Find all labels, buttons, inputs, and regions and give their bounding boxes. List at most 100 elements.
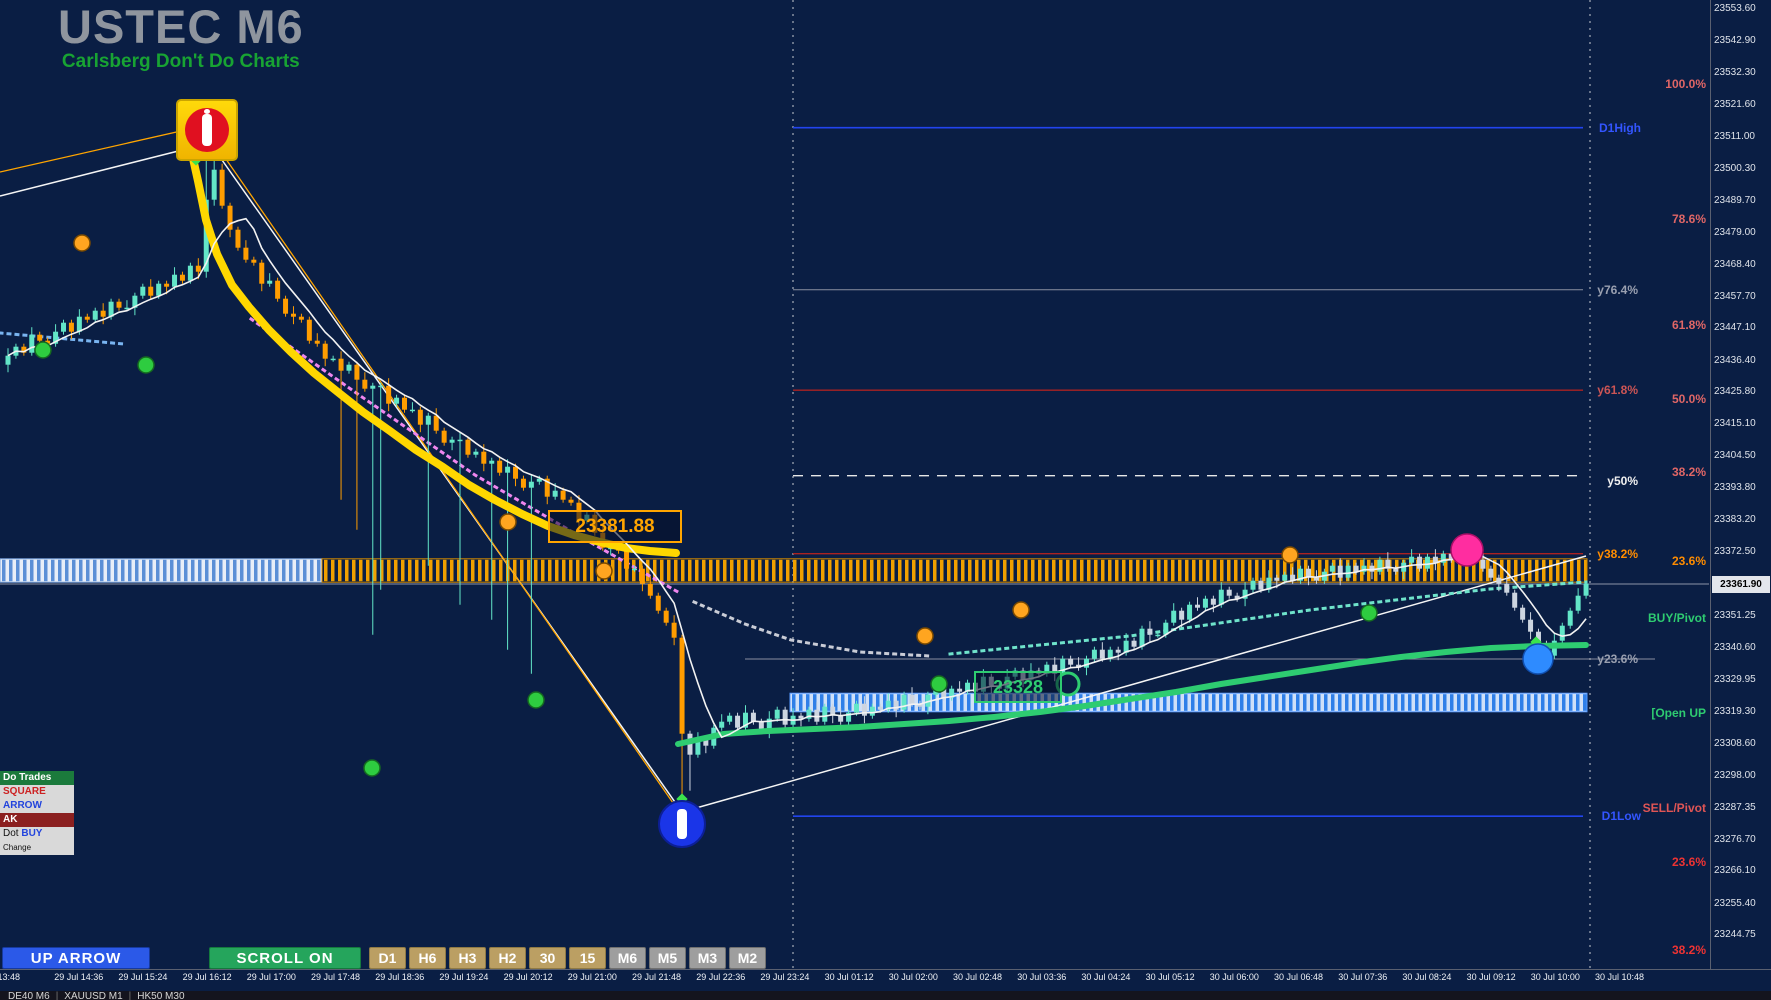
timeframe-button-30[interactable]: 30	[529, 947, 566, 969]
time-axis-label: 29 Jul 19:24	[439, 972, 489, 982]
timeframe-button-M2[interactable]: M2	[729, 947, 766, 969]
time-axis-label: 29 Jul 22:36	[696, 972, 746, 982]
green-dot-marker	[363, 759, 381, 777]
time-axis-border	[0, 969, 1771, 970]
price-tick: 23489.70	[1714, 194, 1756, 206]
price-axis-border	[1710, 0, 1711, 969]
fib-label: [Open UP	[1651, 706, 1706, 720]
price-tick: 23415.10	[1714, 418, 1756, 430]
tab-separator: |	[55, 991, 59, 1000]
time-axis-label: 29 Jul 21:48	[632, 972, 682, 982]
time-axis-label: 1 13:48	[0, 972, 21, 982]
symbol-tab-de40[interactable]: DE40 M6	[8, 991, 50, 1000]
price-tick: 23244.75	[1714, 929, 1756, 941]
orange-dot-marker	[916, 627, 934, 645]
price-tick: 23287.35	[1714, 801, 1756, 813]
symbol-tab-hk50[interactable]: HK50 M30	[137, 991, 185, 1000]
peak-marker-icon	[176, 99, 238, 161]
fib-label: y38.2%	[1597, 546, 1638, 561]
pink-signal-dot	[1450, 533, 1484, 567]
orange-dot-marker	[499, 513, 517, 531]
price-tick: 23351.25	[1714, 609, 1756, 621]
orange-dot-marker	[1012, 601, 1030, 619]
candlesticks	[5, 148, 1589, 812]
scroll-on-button[interactable]: SCROLL ON	[209, 947, 361, 969]
fib-label: y23.6%	[1597, 652, 1638, 666]
current-price-tag: 23361.90	[1712, 576, 1770, 593]
timeframe-button-H3[interactable]: H3	[449, 947, 486, 969]
time-axis-label: 30 Jul 02:48	[953, 972, 1003, 982]
time-axis-label: 29 Jul 23:24	[760, 972, 810, 982]
timeframe-button-M5[interactable]: M5	[649, 947, 686, 969]
time-axis-label: 29 Jul 20:12	[503, 972, 553, 982]
time-axis-label: 30 Jul 05:12	[1145, 972, 1195, 982]
time-axis-label: 29 Jul 16:12	[182, 972, 232, 982]
fib-label: 78.6%	[1671, 211, 1706, 226]
legend-row-break[interactable]: AK	[0, 813, 74, 827]
timeframe-button-bar: D1 H6 H3 H2 30 15 M6 M5 M3 M2	[369, 947, 766, 969]
price-tick: 23457.70	[1714, 290, 1756, 302]
legend-row-dot-buy[interactable]: Dot BUY	[0, 827, 74, 841]
time-axis-label: 29 Jul 14:36	[54, 972, 104, 982]
fib-label: 50.0%	[1671, 391, 1706, 406]
signal-markers	[34, 154, 1554, 848]
green-ma-line	[675, 642, 1589, 747]
time-axis-label: 30 Jul 10:48	[1595, 972, 1645, 982]
fib-label: y61.8%	[1597, 383, 1638, 398]
fib-label: y50%	[1607, 474, 1638, 489]
fib-label: y76.4%	[1597, 282, 1638, 297]
time-axis-label: 30 Jul 10:00	[1530, 972, 1580, 982]
price-tick: 23383.20	[1714, 514, 1756, 526]
price-tick: 23340.60	[1714, 641, 1756, 653]
timeframe-button-H6[interactable]: H6	[409, 947, 446, 969]
price-tick: 23276.70	[1714, 833, 1756, 845]
time-axis-label: 30 Jul 04:24	[1081, 972, 1131, 982]
time-axis-label: 29 Jul 17:00	[246, 972, 296, 982]
fib-label: D1High	[1599, 120, 1641, 135]
timeframe-button-15[interactable]: 15	[569, 947, 606, 969]
white-ma-line	[7, 217, 1587, 739]
symbol-tab-xauusd[interactable]: XAUUSD M1	[64, 991, 123, 1000]
price-tick: 23298.00	[1714, 769, 1756, 781]
fib-label: 23.6%	[1671, 553, 1706, 568]
dotted-moving-averages	[0, 316, 1588, 658]
fib-label: D1Low	[1601, 809, 1641, 824]
price-tick: 23393.80	[1714, 482, 1756, 494]
price-tick: 23447.10	[1714, 322, 1756, 334]
legend-panel: Do Trades SQUARE ARROW AK Dot BUY Change	[0, 771, 74, 855]
time-axis-label: 30 Jul 06:00	[1209, 972, 1259, 982]
legend-row-arrow[interactable]: ARROW	[0, 799, 74, 813]
price-tag-23328[interactable]: 23328	[974, 671, 1062, 703]
time-axis-label: 30 Jul 08:24	[1402, 972, 1452, 982]
price-tick: 23255.40	[1714, 897, 1756, 909]
legend-row-change[interactable]: Change	[0, 841, 74, 855]
session-separators	[792, 0, 1591, 969]
tab-separator: |	[128, 991, 132, 1000]
legend-row-do-trades[interactable]: Do Trades	[0, 771, 74, 785]
orange-dot-marker	[73, 234, 91, 252]
blue-signal-dot	[1522, 643, 1554, 675]
fib-label: 38.2%	[1671, 943, 1706, 957]
timeframe-button-H2[interactable]: H2	[489, 947, 526, 969]
green-dot-marker	[1360, 604, 1378, 622]
price-tick: 23468.40	[1714, 258, 1756, 270]
up-arrow-button[interactable]: UP ARROW	[2, 947, 150, 969]
price-tick: 23425.80	[1714, 386, 1756, 398]
price-tick: 23479.00	[1714, 226, 1756, 238]
price-tick: 23436.40	[1714, 354, 1756, 366]
green-dot-marker	[137, 356, 155, 374]
time-axis-label: 30 Jul 06:48	[1274, 972, 1324, 982]
legend-row-square[interactable]: SQUARE	[0, 785, 74, 799]
timeframe-button-D1[interactable]: D1	[369, 947, 406, 969]
time-axis-label: 29 Jul 15:24	[118, 972, 168, 982]
fib-label: SELL/Pivot	[1642, 801, 1706, 816]
price-tick: 23500.30	[1714, 162, 1756, 174]
price-tag-23381[interactable]: 23381.88	[548, 510, 682, 543]
price-tick: 23404.50	[1714, 450, 1756, 462]
timeframe-button-M3[interactable]: M3	[689, 947, 726, 969]
price-tick: 23542.90	[1714, 35, 1756, 46]
timeframe-button-M6[interactable]: M6	[609, 947, 646, 969]
symbol-tab-bar[interactable]: DE40 M6 | XAUUSD M1 | HK50 M30	[0, 991, 1771, 1000]
